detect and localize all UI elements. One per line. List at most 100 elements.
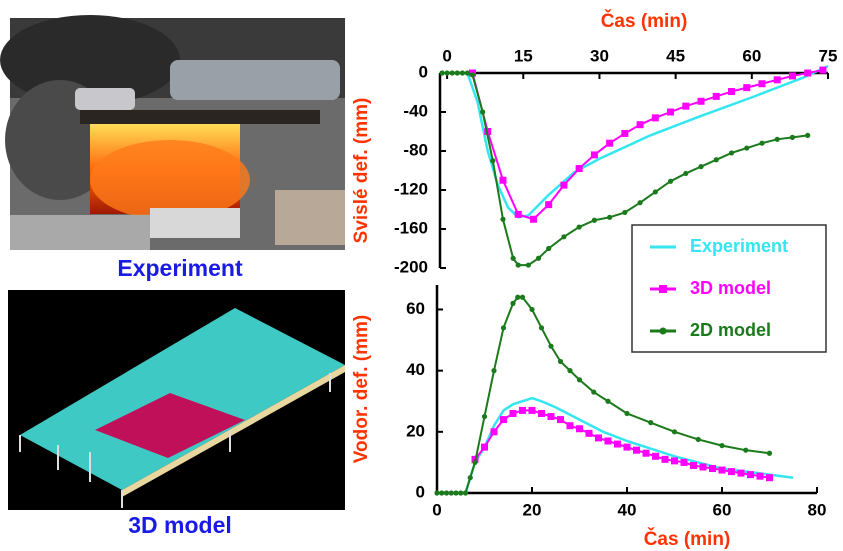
marker: [465, 70, 470, 75]
legend-label: Experiment: [690, 236, 788, 256]
marker: [698, 98, 705, 105]
model-image: [8, 290, 345, 510]
marker: [700, 464, 707, 471]
marker: [637, 121, 644, 128]
marker: [515, 211, 522, 218]
y-tick-label: 0: [416, 482, 425, 501]
marker: [460, 70, 465, 75]
x-tick-label: 0: [432, 500, 441, 519]
marker: [439, 70, 444, 75]
x-tick-label: 45: [666, 46, 685, 65]
marker: [681, 459, 688, 466]
marker: [567, 368, 572, 373]
marker: [491, 428, 498, 435]
page: Experiment 3D model Experiment3D model2D…: [0, 0, 843, 551]
y-tick-label: 0: [419, 62, 428, 81]
x-tick-label: 60: [713, 500, 732, 519]
marker: [743, 84, 750, 91]
marker: [577, 224, 582, 229]
experiment-photo: [0, 15, 345, 250]
x-tick-label: 20: [523, 500, 542, 519]
marker: [774, 76, 781, 83]
marker: [439, 490, 444, 495]
marker: [698, 164, 703, 169]
marker: [510, 301, 515, 306]
marker: [450, 70, 455, 75]
marker: [605, 438, 612, 445]
x-tick-label: 15: [514, 46, 533, 65]
marker: [529, 307, 534, 312]
legend-marker: [659, 285, 667, 293]
marker: [652, 114, 659, 121]
marker: [561, 234, 566, 239]
legend-label: 2D model: [690, 320, 771, 340]
marker: [728, 88, 735, 95]
marker: [819, 67, 826, 74]
marker: [530, 216, 537, 223]
marker: [728, 468, 735, 475]
marker: [434, 490, 439, 495]
marker: [526, 262, 531, 267]
marker: [591, 151, 598, 158]
x-tick-label: 75: [819, 46, 838, 65]
y-axis-label: Svislé def. (mm): [351, 98, 372, 244]
marker: [767, 451, 772, 456]
marker: [622, 210, 627, 215]
y-tick-label: 20: [406, 421, 425, 440]
marker: [714, 157, 719, 162]
marker: [529, 407, 536, 414]
marker: [558, 359, 563, 364]
marker: [490, 158, 495, 163]
marker: [449, 490, 454, 495]
marker: [520, 295, 525, 300]
marker: [643, 450, 650, 457]
marker: [463, 490, 468, 495]
marker: [759, 141, 764, 146]
marker: [624, 444, 631, 451]
x-axis-label: Čas (min): [644, 528, 731, 550]
marker: [592, 218, 597, 223]
marker: [605, 399, 610, 404]
marker: [653, 189, 658, 194]
marker: [805, 133, 810, 138]
marker: [548, 413, 555, 420]
y-tick-label: -40: [403, 101, 428, 120]
y-tick-label: 60: [406, 299, 425, 318]
legend-marker: [660, 328, 667, 335]
marker: [472, 460, 477, 465]
marker: [652, 453, 659, 460]
marker: [546, 246, 551, 251]
marker: [548, 344, 553, 349]
marker: [480, 109, 485, 114]
marker: [667, 109, 674, 116]
marker: [614, 441, 621, 448]
marker: [607, 215, 612, 220]
marker: [515, 295, 520, 300]
x-tick-label: 40: [618, 500, 637, 519]
marker: [455, 70, 460, 75]
x-axis-label: Čas (min): [601, 10, 688, 32]
marker: [789, 72, 796, 79]
marker: [621, 130, 628, 137]
y-tick-label: 40: [406, 360, 425, 379]
marker: [586, 430, 593, 437]
marker: [539, 325, 544, 330]
marker: [511, 256, 516, 261]
x-tick-label: 80: [808, 500, 827, 519]
marker: [804, 70, 811, 77]
y-tick-label: -80: [403, 140, 428, 159]
marker: [576, 165, 583, 172]
marker: [519, 407, 526, 414]
marker: [444, 490, 449, 495]
y-axis-label: Vodor. def. (mm): [351, 315, 372, 463]
marker: [648, 420, 653, 425]
x-tick-label: 30: [590, 46, 609, 65]
marker: [766, 474, 773, 481]
marker: [719, 443, 724, 448]
y-tick-label: -120: [394, 179, 428, 198]
marker: [576, 425, 583, 432]
image-caption: 3D model: [128, 512, 232, 538]
x-tick-label: 0: [442, 46, 451, 65]
marker: [744, 145, 749, 150]
